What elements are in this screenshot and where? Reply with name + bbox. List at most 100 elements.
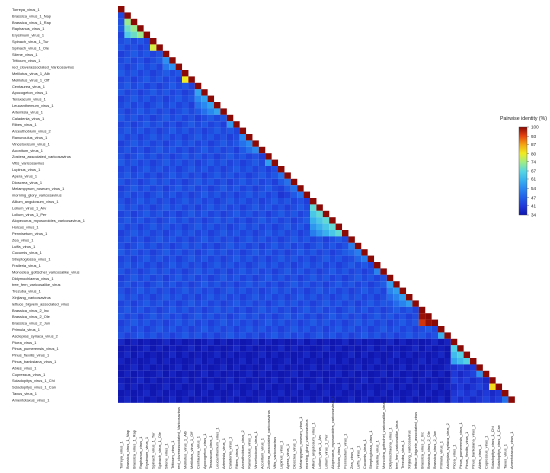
column-label: tree_fern_varicosalike_virus: [394, 421, 399, 469]
heatmap-cell: [162, 370, 170, 378]
heatmap-cell: [130, 50, 138, 58]
heatmap-cell: [316, 242, 323, 250]
heatmap-cell: [265, 358, 272, 365]
heatmap-cell: [156, 70, 163, 77]
heatmap-cell: [399, 358, 407, 365]
heatmap-cell: [348, 351, 355, 359]
heatmap-cell: [342, 274, 349, 282]
heatmap-cell: [150, 166, 157, 173]
heatmap-cell: [393, 390, 400, 397]
heatmap-cell: [310, 396, 317, 403]
heatmap-cell: [335, 306, 343, 314]
heatmap-cell: [220, 326, 227, 333]
heatmap-cell: [162, 287, 170, 295]
heatmap-cell: [239, 134, 247, 141]
heatmap-cell: [470, 364, 477, 371]
heatmap-cell: [194, 287, 202, 295]
heatmap-cell: [438, 345, 445, 352]
heatmap-cell: [188, 326, 195, 333]
heatmap-cell: [342, 249, 349, 256]
heatmap-cell: [233, 255, 240, 263]
row-label: Melilotus_virus_1_Off: [12, 77, 50, 82]
heatmap-cell: [278, 249, 285, 256]
heatmap-cell: [156, 172, 163, 179]
heatmap-cell: [252, 146, 259, 154]
heatmap-cell: [322, 223, 330, 231]
heatmap-cell: [265, 204, 272, 211]
heatmap-cell: [124, 370, 131, 378]
heatmap-cell: [367, 377, 375, 384]
heatmap-cell: [118, 108, 125, 115]
heatmap-cell: [322, 217, 330, 224]
heatmap-cell: [329, 255, 336, 263]
heatmap-cell: [444, 383, 451, 391]
heatmap-cell: [246, 172, 253, 179]
heatmap-cell: [201, 198, 208, 205]
heatmap-cell: [124, 166, 131, 173]
heatmap-cell: [271, 249, 279, 256]
heatmap-cell: [150, 396, 157, 403]
heatmap-cell: [303, 255, 311, 263]
heatmap-cell: [278, 338, 285, 346]
heatmap-cell: [207, 268, 215, 275]
heatmap-cell: [143, 108, 151, 115]
heatmap-cell: [156, 249, 163, 256]
heatmap-cell: [220, 153, 227, 160]
heatmap-cell: [386, 383, 394, 391]
heatmap-cell: [194, 319, 202, 327]
heatmap-cell: [310, 338, 317, 346]
heatmap-cell: [271, 236, 279, 243]
heatmap-cell: [124, 236, 131, 243]
heatmap-cell: [399, 306, 407, 314]
heatmap-cell: [393, 377, 400, 384]
heatmap-cell: [290, 332, 298, 339]
heatmap-cell: [143, 255, 151, 263]
heatmap-cell: [438, 396, 445, 403]
heatmap-cell: [143, 159, 151, 167]
heatmap-cell: [316, 268, 323, 275]
heatmap-cell: [265, 364, 272, 371]
heatmap-cell: [367, 326, 375, 333]
heatmap-cell: [188, 268, 195, 275]
heatmap-cell: [143, 223, 151, 231]
column-label: lettuce_bigvein_associated_virus: [413, 412, 418, 469]
legend-title: Pairwise identity (%): [500, 116, 547, 122]
heatmap-cell: [310, 242, 317, 250]
heatmap-cell: [290, 198, 298, 205]
heatmap-cell: [476, 377, 483, 384]
heatmap-cell: [316, 217, 323, 224]
heatmap-cell: [130, 70, 138, 77]
heatmap-cell: [124, 274, 131, 282]
heatmap-cell: [169, 146, 176, 154]
heatmap-cell: [188, 210, 195, 218]
heatmap-cell: [374, 383, 381, 391]
heatmap-cell: [271, 185, 279, 192]
heatmap-cell: [182, 217, 189, 224]
heatmap-cell: [194, 262, 202, 269]
heatmap-cell: [463, 351, 471, 359]
heatmap-cell: [207, 178, 215, 186]
heatmap-cell: [156, 268, 163, 275]
heatmap-cell: [233, 204, 240, 211]
heatmap-cell: [175, 281, 183, 288]
row-label: Primula_virus_1: [12, 327, 40, 332]
heatmap-cell: [265, 338, 272, 346]
heatmap-cell: [489, 390, 496, 397]
heatmap-cell: [156, 153, 163, 160]
heatmap-cell: [316, 294, 323, 301]
heatmap-cell: [470, 396, 477, 403]
heatmap-cell: [156, 108, 163, 115]
heatmap-cell: [297, 210, 304, 218]
heatmap-cell: [246, 281, 253, 288]
heatmap-cell: [310, 210, 317, 218]
column-label: Luffa_virus_1: [355, 446, 360, 469]
heatmap-cell: [361, 262, 368, 269]
heatmap-cell: [156, 358, 163, 365]
heatmap-cell: [329, 287, 336, 295]
heatmap-cell: [252, 159, 259, 167]
heatmap-cell: [188, 159, 195, 167]
heatmap-cell: [233, 223, 240, 231]
heatmap-cell: [214, 217, 221, 224]
heatmap-cell: [194, 89, 202, 96]
heatmap-cell: [162, 50, 170, 58]
